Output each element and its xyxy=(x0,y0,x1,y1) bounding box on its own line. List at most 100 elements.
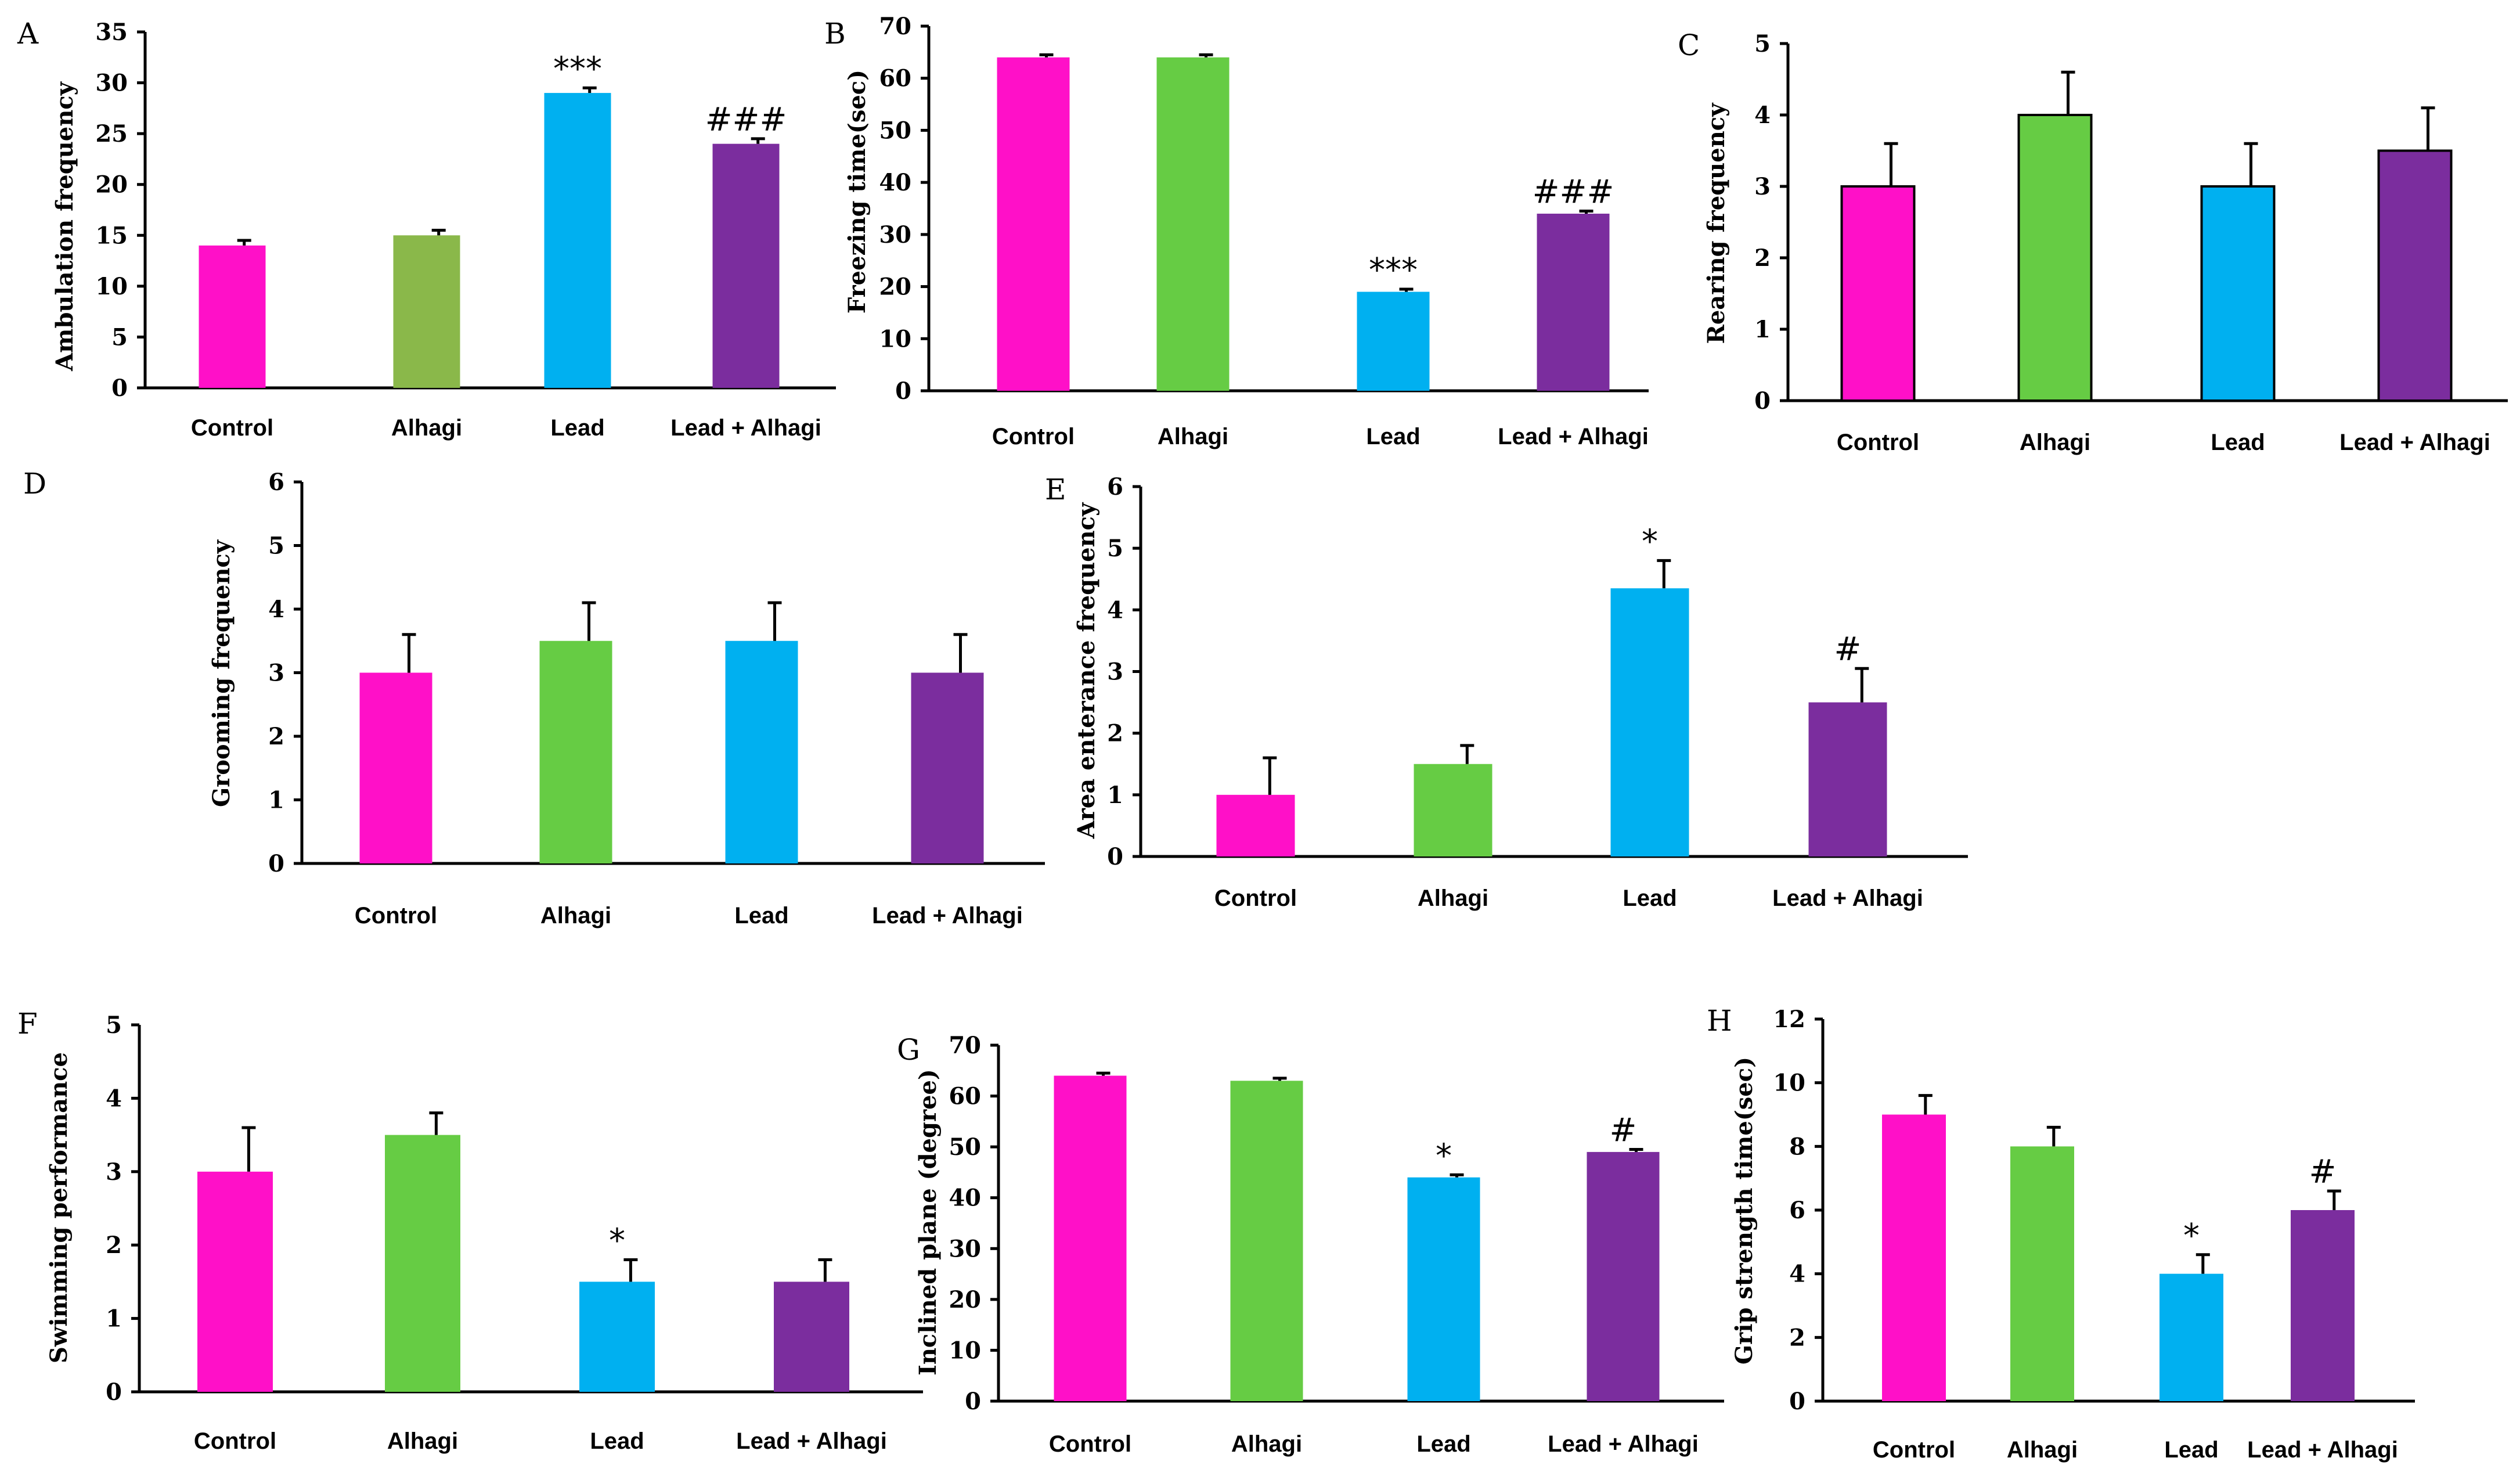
y-tick-label-a: 25 xyxy=(95,120,128,147)
bar-a-2[interactable] xyxy=(393,235,460,388)
bar-g-1[interactable] xyxy=(1054,1075,1127,1401)
bar-b-4[interactable] xyxy=(1537,213,1610,391)
category-label-h-4: Lead + Alhagi xyxy=(2247,1437,2398,1463)
bar-f-4[interactable] xyxy=(774,1282,849,1392)
category-label-f-2: Alhagi xyxy=(387,1428,458,1454)
significance-marker-h-4: # xyxy=(2309,1153,2337,1191)
bar-g-2[interactable] xyxy=(1230,1081,1303,1401)
y-tick-label-d: 1 xyxy=(268,787,284,814)
significance-marker-b-3: *** xyxy=(1369,251,1418,289)
y-tick-label-a: 0 xyxy=(111,375,128,402)
y-axis-label-a: Ambulation frequency xyxy=(51,81,78,372)
y-axis-label-g: Inclined plane (degree) xyxy=(914,1069,942,1376)
category-label-g-4: Lead + Alhagi xyxy=(1548,1431,1699,1457)
bar-c-2[interactable] xyxy=(2017,114,2093,402)
bar-d-2[interactable] xyxy=(539,640,612,863)
category-label-e-1: Control xyxy=(1214,886,1297,911)
y-tick-label-f: 0 xyxy=(106,1378,122,1406)
y-tick-label-e: 0 xyxy=(1107,843,1123,870)
bar-b-1[interactable] xyxy=(997,57,1070,391)
y-tick-label-c: 4 xyxy=(1754,102,1771,129)
bar-c-1[interactable] xyxy=(1840,185,1916,402)
y-tick-label-h: 10 xyxy=(1773,1070,1805,1097)
y-tick-label-e: 5 xyxy=(1107,535,1123,562)
y-tick-label-b: 50 xyxy=(879,117,911,144)
bar-g-3[interactable] xyxy=(1407,1177,1480,1401)
bar-e-4[interactable] xyxy=(1808,702,1887,856)
category-label-a-4: Lead + Alhagi xyxy=(670,415,821,441)
bar-e-1[interactable] xyxy=(1216,794,1295,856)
significance-marker-a-4: ### xyxy=(705,101,787,139)
panel-letter-c: C xyxy=(1678,28,1700,62)
y-tick-label-e: 2 xyxy=(1107,720,1123,747)
bar-c-3[interactable] xyxy=(2200,185,2276,402)
category-label-h-1: Control xyxy=(1873,1437,1955,1463)
bar-f-2[interactable] xyxy=(385,1135,460,1392)
panel-a: A Ambulation frequency 0 5 10 15 20 25 30 35 Contr… xyxy=(17,17,836,441)
y-axis-label-f: Swimming performance xyxy=(45,1052,73,1363)
significance-marker-f-3: * xyxy=(609,1222,625,1259)
bar-h-2[interactable] xyxy=(2010,1146,2074,1401)
category-label-c-3: Lead xyxy=(2211,430,2265,455)
panel-letter-b: B xyxy=(824,17,846,51)
bar-a-3[interactable] xyxy=(544,93,611,388)
bar-f-3[interactable] xyxy=(579,1282,655,1392)
y-tick-label-b: 40 xyxy=(879,169,911,196)
panel-e: E Area enterance frequency 0 1 2 3 4 5 6 Control A… xyxy=(1045,473,1968,911)
category-label-f-3: Lead xyxy=(590,1428,644,1454)
significance-marker-e-4: # xyxy=(1834,631,1862,668)
category-label-d-3: Lead xyxy=(734,903,788,928)
bar-b-2[interactable] xyxy=(1156,57,1230,391)
category-label-g-3: Lead xyxy=(1416,1431,1470,1457)
y-tick-label-d: 3 xyxy=(268,660,284,687)
y-tick-label-h: 0 xyxy=(1789,1388,1805,1415)
y-tick-label-a: 30 xyxy=(95,70,128,97)
y-tick-label-h: 6 xyxy=(1789,1197,1805,1224)
category-label-b-4: Lead + Alhagi xyxy=(1498,424,1649,449)
y-tick-label-f: 5 xyxy=(106,1012,122,1039)
bar-d-4[interactable] xyxy=(911,672,984,864)
y-tick-label-a: 5 xyxy=(111,323,128,351)
y-axis-label-e: Area enterance frequency xyxy=(1073,502,1100,839)
bar-a-4[interactable] xyxy=(712,143,780,388)
panel-letter-a: A xyxy=(17,17,39,51)
category-label-c-1: Control xyxy=(1837,430,1919,455)
panel-b: B Freezing time(sec) 0 10 20 30 40 50 60 70 Contro… xyxy=(824,13,1649,449)
y-tick-label-c: 1 xyxy=(1754,316,1771,343)
category-label-e-2: Alhagi xyxy=(1418,886,1488,911)
bar-h-1[interactable] xyxy=(1882,1114,1946,1402)
bar-a-1[interactable] xyxy=(199,245,266,388)
y-tick-label-e: 4 xyxy=(1107,596,1123,624)
bar-e-3[interactable] xyxy=(1610,588,1689,856)
bar-d-3[interactable] xyxy=(725,640,798,863)
y-tick-label-d: 4 xyxy=(268,596,284,623)
bar-e-2[interactable] xyxy=(1414,764,1492,856)
y-tick-label-c: 0 xyxy=(1754,387,1771,415)
bar-d-1[interactable] xyxy=(359,672,432,864)
category-label-e-4: Lead + Alhagi xyxy=(1772,886,1923,911)
bar-g-4[interactable] xyxy=(1587,1151,1660,1401)
category-label-f-4: Lead + Alhagi xyxy=(736,1428,887,1454)
category-label-a-2: Alhagi xyxy=(391,415,462,441)
bar-h-3[interactable] xyxy=(2160,1273,2223,1401)
bar-h-4[interactable] xyxy=(2291,1210,2355,1401)
y-tick-label-e: 1 xyxy=(1107,782,1123,809)
y-tick-label-f: 3 xyxy=(106,1158,122,1186)
y-tick-label-h: 8 xyxy=(1789,1133,1805,1160)
y-tick-label-b: 60 xyxy=(879,65,911,92)
panel-letter-f: F xyxy=(17,1007,38,1041)
y-axis-label-h: Grip strength time(sec) xyxy=(1731,1057,1758,1365)
significance-marker-b-4: ### xyxy=(1533,173,1614,211)
bar-b-3[interactable] xyxy=(1357,291,1430,391)
category-label-d-2: Alhagi xyxy=(540,903,611,928)
category-label-d-1: Control xyxy=(355,903,437,928)
significance-marker-g-4: # xyxy=(1610,1112,1637,1150)
bar-c-4[interactable] xyxy=(2377,149,2453,402)
y-tick-label-h: 2 xyxy=(1789,1324,1805,1351)
y-tick-label-c: 3 xyxy=(1754,173,1771,200)
panel-letter-h: H xyxy=(1707,1004,1732,1038)
y-tick-label-h: 12 xyxy=(1773,1006,1805,1033)
bar-f-1[interactable] xyxy=(197,1171,273,1392)
significance-marker-e-3: * xyxy=(1642,523,1658,560)
